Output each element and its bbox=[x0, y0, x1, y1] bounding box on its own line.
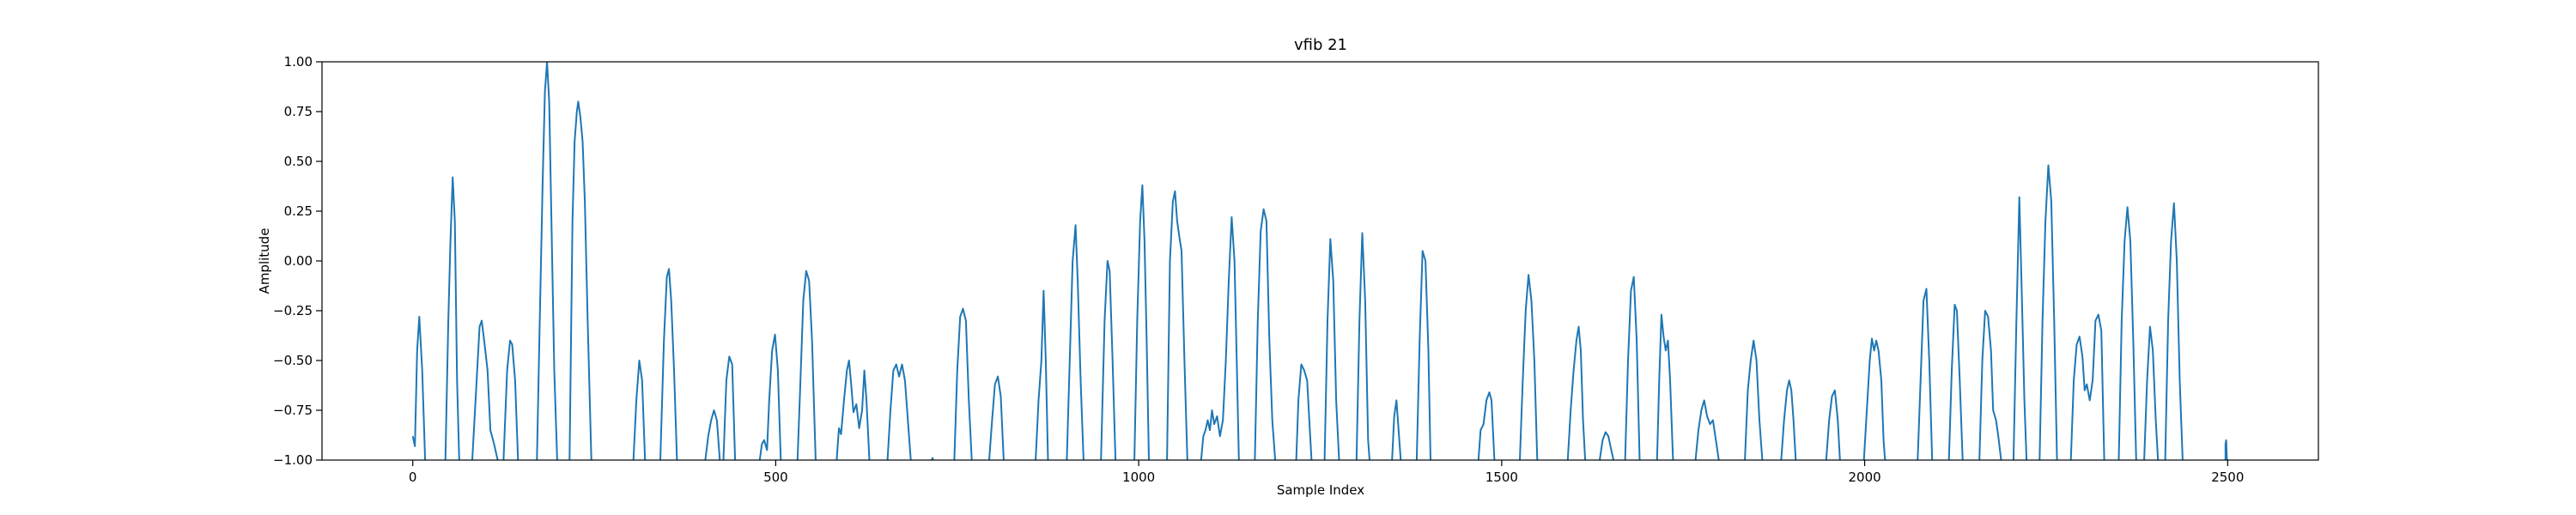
series-line-segment bbox=[659, 268, 678, 460]
data-series-lines bbox=[411, 62, 2228, 460]
y-axis-label: Amplitude bbox=[257, 228, 272, 294]
series-line-segment bbox=[471, 319, 499, 460]
series-line-segment bbox=[1744, 339, 1764, 460]
y-tick-label: −0.25 bbox=[273, 303, 313, 318]
series-line-segment bbox=[722, 355, 737, 460]
y-axis-ticks: −1.00 −0.75 −0.50 −0.25 0.00 0.25 0.50 0.75 1.00 bbox=[273, 54, 322, 468]
series-line-segment bbox=[1862, 337, 1886, 460]
series-line-segment bbox=[704, 409, 721, 460]
y-tick-label: −0.75 bbox=[273, 403, 313, 418]
y-tick-label: 0.25 bbox=[284, 203, 313, 219]
series-line-segment bbox=[1323, 238, 1340, 460]
series-line-segment bbox=[2164, 202, 2184, 460]
series-line-segment bbox=[2069, 313, 2105, 460]
series-line-segment bbox=[835, 360, 871, 460]
series-line-segment bbox=[411, 316, 427, 460]
series-line-segment bbox=[502, 339, 519, 460]
y-tick-label: 0.00 bbox=[284, 253, 313, 269]
x-axis-label: Sample Index bbox=[1277, 482, 1364, 498]
series-line-segment bbox=[1978, 310, 2002, 460]
series-line-segment bbox=[1200, 216, 1240, 460]
series-line-segment bbox=[931, 457, 934, 460]
series-line-segment bbox=[1519, 274, 1539, 460]
series-line-segment bbox=[1166, 190, 1188, 460]
series-line-segment bbox=[1694, 399, 1720, 460]
series-line-segment bbox=[2143, 325, 2160, 460]
series-line-segment bbox=[1477, 391, 1496, 460]
series-line-segment bbox=[796, 270, 817, 460]
series-line-segment bbox=[2012, 196, 2028, 460]
series-line-segment bbox=[1066, 224, 1084, 460]
series-line-segment bbox=[1780, 379, 1797, 460]
series-line-segment bbox=[1656, 313, 1674, 460]
y-tick-label: 1.00 bbox=[284, 54, 313, 70]
y-tick-label: −0.50 bbox=[273, 353, 313, 368]
series-line-segment bbox=[1947, 304, 1964, 460]
series-line-segment bbox=[1035, 289, 1049, 460]
x-tick-label: 2000 bbox=[1848, 470, 1880, 485]
series-line-segment bbox=[1917, 288, 1934, 460]
y-tick-label: 0.50 bbox=[284, 154, 313, 169]
x-tick-label: 0 bbox=[409, 470, 417, 485]
series-line-segment bbox=[2224, 439, 2228, 460]
x-tick-label: 2500 bbox=[2211, 470, 2244, 485]
series-line-segment bbox=[1391, 399, 1402, 460]
series-line-segment bbox=[1355, 232, 1370, 460]
series-line-segment bbox=[953, 307, 973, 460]
series-line-segment bbox=[1624, 276, 1641, 460]
x-tick-label: 500 bbox=[763, 470, 788, 485]
chart-title: vfib 21 bbox=[1294, 36, 1347, 54]
series-line-segment bbox=[2117, 206, 2137, 460]
x-tick-label: 1000 bbox=[1122, 470, 1155, 485]
series-line-segment bbox=[632, 360, 647, 460]
series-line-segment bbox=[1825, 389, 1841, 460]
series-line-segment bbox=[886, 363, 912, 460]
series-line-segment bbox=[536, 62, 558, 460]
series-line-segment bbox=[1566, 325, 1587, 460]
series-line-segment bbox=[1599, 431, 1615, 460]
x-axis-ticks: 0 500 1000 1500 2000 2500 bbox=[409, 460, 2244, 485]
series-line-segment bbox=[1100, 260, 1117, 460]
series-line-segment bbox=[758, 333, 782, 460]
series-line-segment bbox=[1133, 184, 1150, 460]
y-tick-label: −1.00 bbox=[273, 452, 313, 468]
series-line-segment bbox=[1295, 363, 1313, 460]
y-tick-label: 0.75 bbox=[284, 104, 313, 119]
series-line-segment bbox=[988, 375, 1005, 460]
series-line-segment bbox=[568, 100, 592, 460]
x-tick-label: 1500 bbox=[1485, 470, 1518, 485]
plot-area-frame bbox=[321, 61, 2319, 461]
series-line-segment bbox=[444, 176, 460, 460]
series-line-segment bbox=[2038, 164, 2058, 460]
series-line-segment bbox=[1415, 250, 1431, 460]
series-line-segment bbox=[1254, 208, 1277, 460]
